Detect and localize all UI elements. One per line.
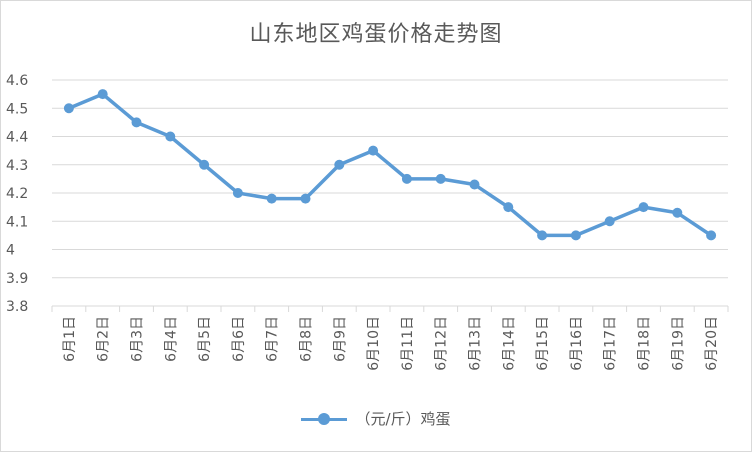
y-tick-label-5: 4.3 (6, 158, 28, 174)
data-point-3 (165, 131, 176, 142)
data-point-1 (97, 89, 108, 100)
data-point-4 (199, 159, 210, 170)
x-tick-label-18: 6月19日 (670, 316, 686, 371)
data-point-0 (63, 103, 74, 114)
x-tick-label-7: 6月8日 (299, 316, 315, 362)
x-tick-label-8: 6月9日 (332, 316, 348, 362)
data-point-6 (266, 193, 277, 204)
x-tick-label-9: 6月10日 (366, 316, 382, 371)
y-tick-label-2: 4 (6, 243, 15, 259)
data-point-12 (469, 179, 480, 190)
y-tick-label-8: 4.6 (6, 73, 28, 89)
x-tick-label-1: 6月2日 (96, 316, 112, 362)
data-point-17 (638, 202, 649, 213)
x-tick-label-6: 6月7日 (265, 316, 281, 362)
data-point-18 (672, 207, 683, 218)
data-point-8 (334, 159, 345, 170)
x-tick-label-13: 6月14日 (501, 316, 517, 371)
data-point-16 (604, 216, 615, 227)
x-tick-label-14: 6月15日 (535, 316, 551, 371)
data-point-15 (570, 230, 581, 241)
data-point-7 (300, 193, 311, 204)
x-tick-label-17: 6月18日 (637, 316, 653, 371)
legend-marker (301, 412, 348, 426)
data-point-13 (503, 202, 514, 213)
y-tick-label-3: 4.1 (6, 214, 28, 230)
x-tick-label-4: 6月5日 (197, 316, 213, 362)
data-point-5 (232, 188, 243, 198)
x-tick-label-15: 6月16日 (569, 316, 585, 371)
y-tick-label-6: 4.4 (6, 130, 28, 146)
x-tick-label-16: 6月17日 (603, 316, 619, 371)
legend-label: （元/斤）鸡蛋 (355, 410, 451, 428)
x-tick-label-19: 6月20日 (704, 316, 720, 371)
data-point-14 (537, 230, 548, 241)
data-point-2 (131, 117, 142, 128)
legend: （元/斤）鸡蛋 (0, 408, 752, 429)
chart-title: 山东地区鸡蛋价格走势图 (249, 22, 503, 47)
x-tick-label-0: 6月1日 (62, 316, 78, 362)
data-point-19 (706, 230, 717, 241)
x-tick-label-2: 6月3日 (130, 316, 146, 362)
y-tick-label-0: 3.8 (6, 299, 28, 315)
data-point-10 (401, 173, 412, 184)
x-tick-label-10: 6月11日 (400, 316, 416, 371)
data-point-9 (368, 145, 379, 156)
y-tick-label-4: 4.2 (6, 186, 28, 202)
y-tick-label-7: 4.5 (6, 101, 28, 117)
x-tick-label-11: 6月12日 (434, 316, 450, 371)
x-tick-label-3: 6月4日 (163, 316, 179, 362)
x-tick-label-5: 6月6日 (231, 316, 247, 362)
x-tick-label-12: 6月13日 (468, 316, 484, 371)
data-point-11 (435, 173, 446, 184)
series-line-0 (68, 92, 713, 238)
y-tick-label-1: 3.9 (6, 271, 28, 287)
